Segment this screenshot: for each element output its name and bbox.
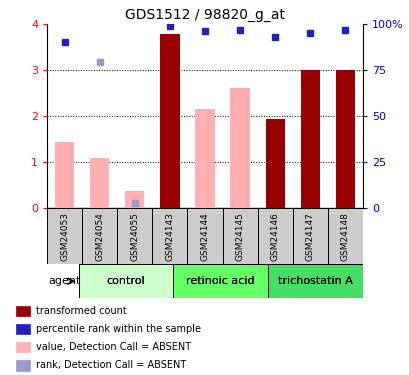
Text: trichostatin A: trichostatin A xyxy=(277,276,352,286)
Bar xyxy=(335,70,354,208)
Text: GSM24053: GSM24053 xyxy=(60,212,69,261)
Text: transformed count: transformed count xyxy=(36,306,127,316)
Bar xyxy=(47,208,82,264)
Bar xyxy=(257,208,292,264)
Bar xyxy=(125,190,144,208)
Text: GSM24146: GSM24146 xyxy=(270,212,279,261)
Bar xyxy=(327,208,362,264)
Bar xyxy=(195,110,214,208)
Bar xyxy=(79,264,173,298)
Text: control: control xyxy=(106,276,145,286)
Bar xyxy=(16,306,30,316)
Bar xyxy=(82,208,117,264)
Bar xyxy=(160,34,179,208)
Text: retinoic acid: retinoic acid xyxy=(186,276,254,286)
Bar xyxy=(292,208,327,264)
Text: control: control xyxy=(106,276,145,286)
Bar xyxy=(267,264,362,298)
Bar xyxy=(16,342,30,352)
Bar xyxy=(300,70,319,208)
Bar xyxy=(117,208,152,264)
Title: GDS1512 / 98820_g_at: GDS1512 / 98820_g_at xyxy=(125,8,284,22)
Bar xyxy=(90,158,109,208)
Text: agent: agent xyxy=(49,276,81,286)
Text: GSM24144: GSM24144 xyxy=(200,212,209,261)
Bar xyxy=(222,208,257,264)
Text: GSM24148: GSM24148 xyxy=(340,212,349,261)
Text: percentile rank within the sample: percentile rank within the sample xyxy=(36,324,201,334)
Bar xyxy=(265,118,284,208)
Bar xyxy=(55,142,74,208)
Text: trichostatin A: trichostatin A xyxy=(277,276,352,286)
Text: GSM24143: GSM24143 xyxy=(165,212,174,261)
Bar xyxy=(230,88,249,208)
Text: retinoic acid: retinoic acid xyxy=(186,276,254,286)
Text: value, Detection Call = ABSENT: value, Detection Call = ABSENT xyxy=(36,342,191,352)
Bar xyxy=(16,324,30,334)
Bar xyxy=(152,208,187,264)
Text: GSM24145: GSM24145 xyxy=(235,212,244,261)
Text: GSM24054: GSM24054 xyxy=(95,212,104,261)
Text: GSM24055: GSM24055 xyxy=(130,212,139,261)
Text: GSM24147: GSM24147 xyxy=(305,212,314,261)
Bar xyxy=(16,360,30,370)
Bar xyxy=(187,208,222,264)
Bar xyxy=(173,264,267,298)
Text: rank, Detection Call = ABSENT: rank, Detection Call = ABSENT xyxy=(36,360,186,370)
